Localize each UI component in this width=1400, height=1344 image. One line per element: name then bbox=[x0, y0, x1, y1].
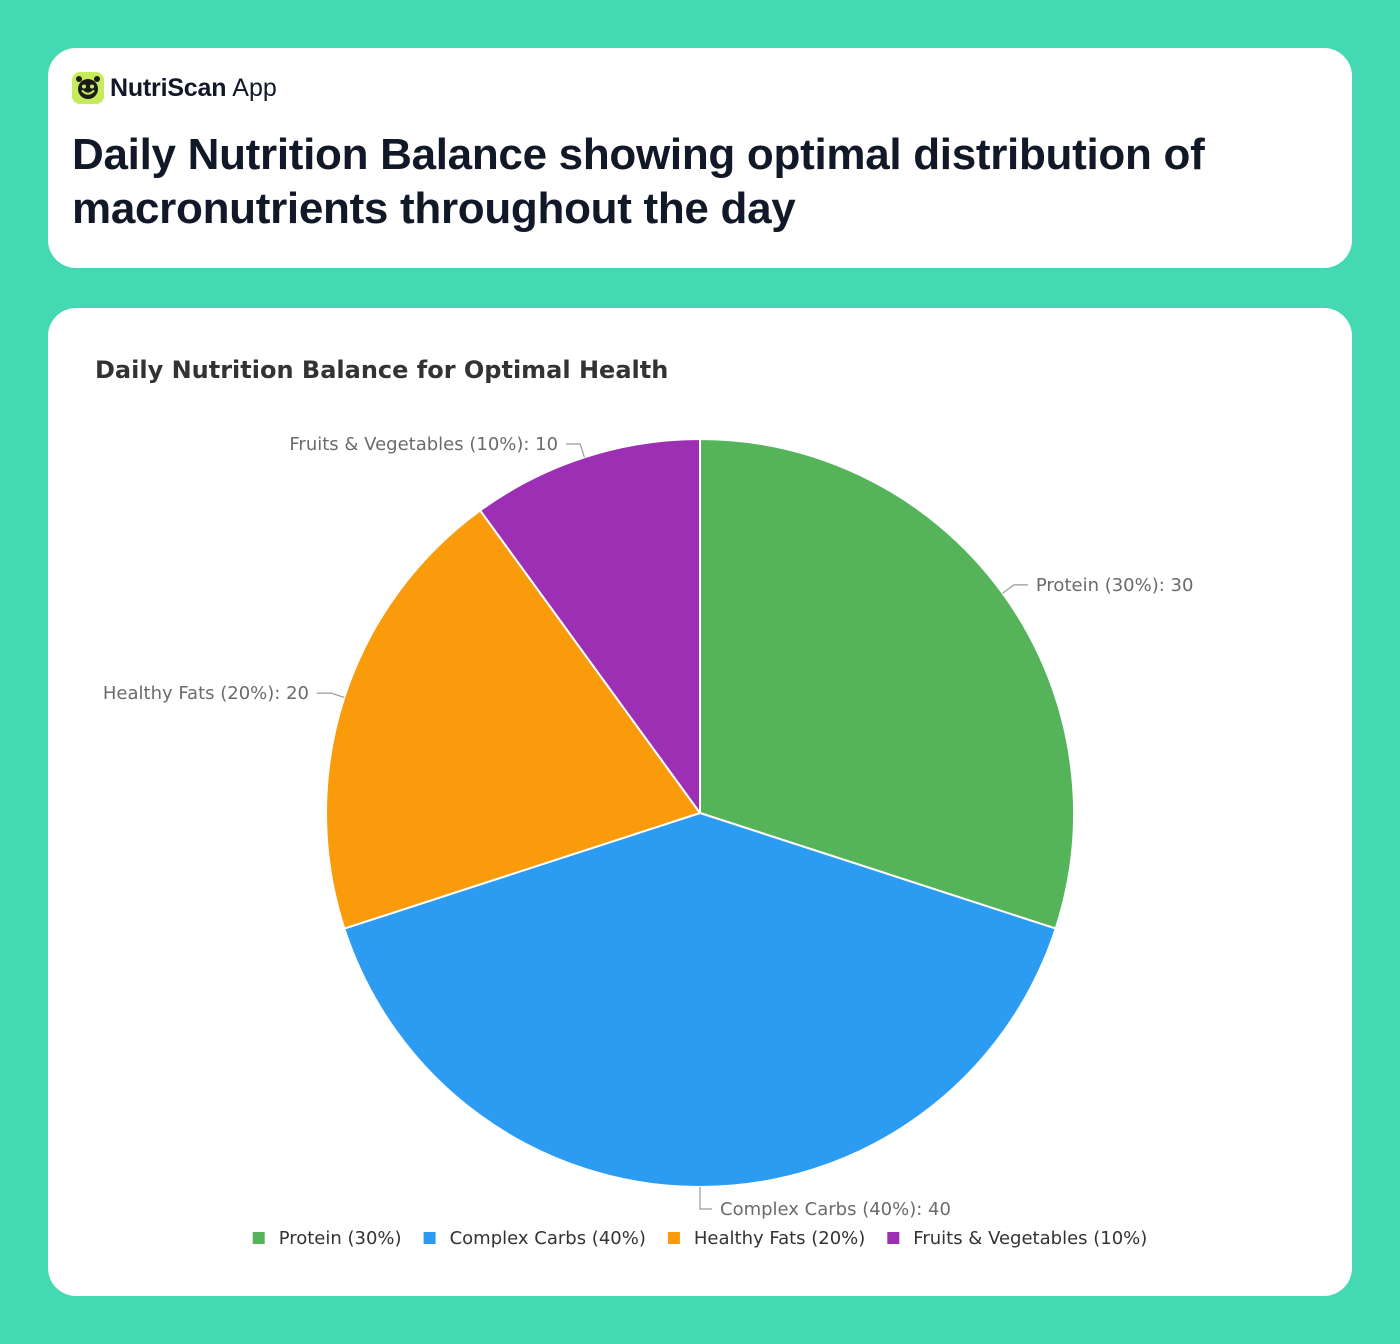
legend-swatch-fruits-and-vegetables bbox=[887, 1232, 900, 1244]
brand-suffix: App bbox=[232, 73, 277, 102]
legend-item-complex-carbs[interactable]: Complex Carbs (40%) bbox=[423, 1228, 646, 1249]
legend-label-healthy-fats: Healthy Fats (20%) bbox=[694, 1228, 865, 1249]
pie-slice-protein[interactable] bbox=[699, 438, 1075, 930]
legend-item-healthy-fats[interactable]: Healthy Fats (20%) bbox=[667, 1228, 865, 1249]
legend-item-protein[interactable]: Protein (30%) bbox=[252, 1228, 402, 1249]
data-label-protein: Protein (30%): 30 bbox=[1036, 575, 1194, 596]
data-label-complex-carbs: Complex Carbs (40%): 40 bbox=[720, 1199, 951, 1220]
brand-name: NutriScan bbox=[110, 73, 227, 102]
data-label-fruits-and-vegetables: Fruits & Vegetables (10%): 10 bbox=[289, 434, 558, 455]
chart-card: Daily Nutrition Balance for Optimal Heal… bbox=[48, 308, 1352, 1296]
legend-label-fruits-and-vegetables: Fruits & Vegetables (10%) bbox=[913, 1228, 1147, 1249]
leader-line-healthy-fats bbox=[317, 692, 345, 698]
legend-item-fruits-and-vegetables[interactable]: Fruits & Vegetables (10%) bbox=[887, 1228, 1147, 1249]
page-headline: Daily Nutrition Balance showing optimal … bbox=[72, 130, 1205, 233]
smiley-face-icon bbox=[72, 72, 104, 104]
legend-swatch-healthy-fats bbox=[667, 1232, 680, 1244]
leader-line-fruits-and-vegetables bbox=[566, 443, 585, 458]
header-card: NutriScan App Daily Nutrition Balance sh… bbox=[48, 48, 1352, 268]
pie-slice-fruits-and-vegetables[interactable] bbox=[479, 438, 701, 814]
legend-label-protein: Protein (30%) bbox=[279, 1228, 402, 1249]
data-label-healthy-fats: Healthy Fats (20%): 20 bbox=[103, 683, 309, 704]
leader-line-protein bbox=[1002, 584, 1028, 594]
legend-swatch-complex-carbs bbox=[423, 1232, 436, 1244]
chart-title: Daily Nutrition Balance for Optimal Heal… bbox=[95, 356, 668, 384]
legend-swatch-protein bbox=[252, 1232, 265, 1244]
pie-chart: Daily Nutrition Balance for Optimal Heal… bbox=[95, 356, 1194, 1249]
leader-line-complex-carbs bbox=[699, 1187, 712, 1210]
legend-label-complex-carbs: Complex Carbs (40%) bbox=[450, 1228, 646, 1249]
brand: NutriScan App bbox=[72, 72, 277, 104]
pie-slice-healthy-fats[interactable] bbox=[325, 509, 701, 930]
pie-slice-complex-carbs[interactable] bbox=[343, 812, 1057, 1188]
